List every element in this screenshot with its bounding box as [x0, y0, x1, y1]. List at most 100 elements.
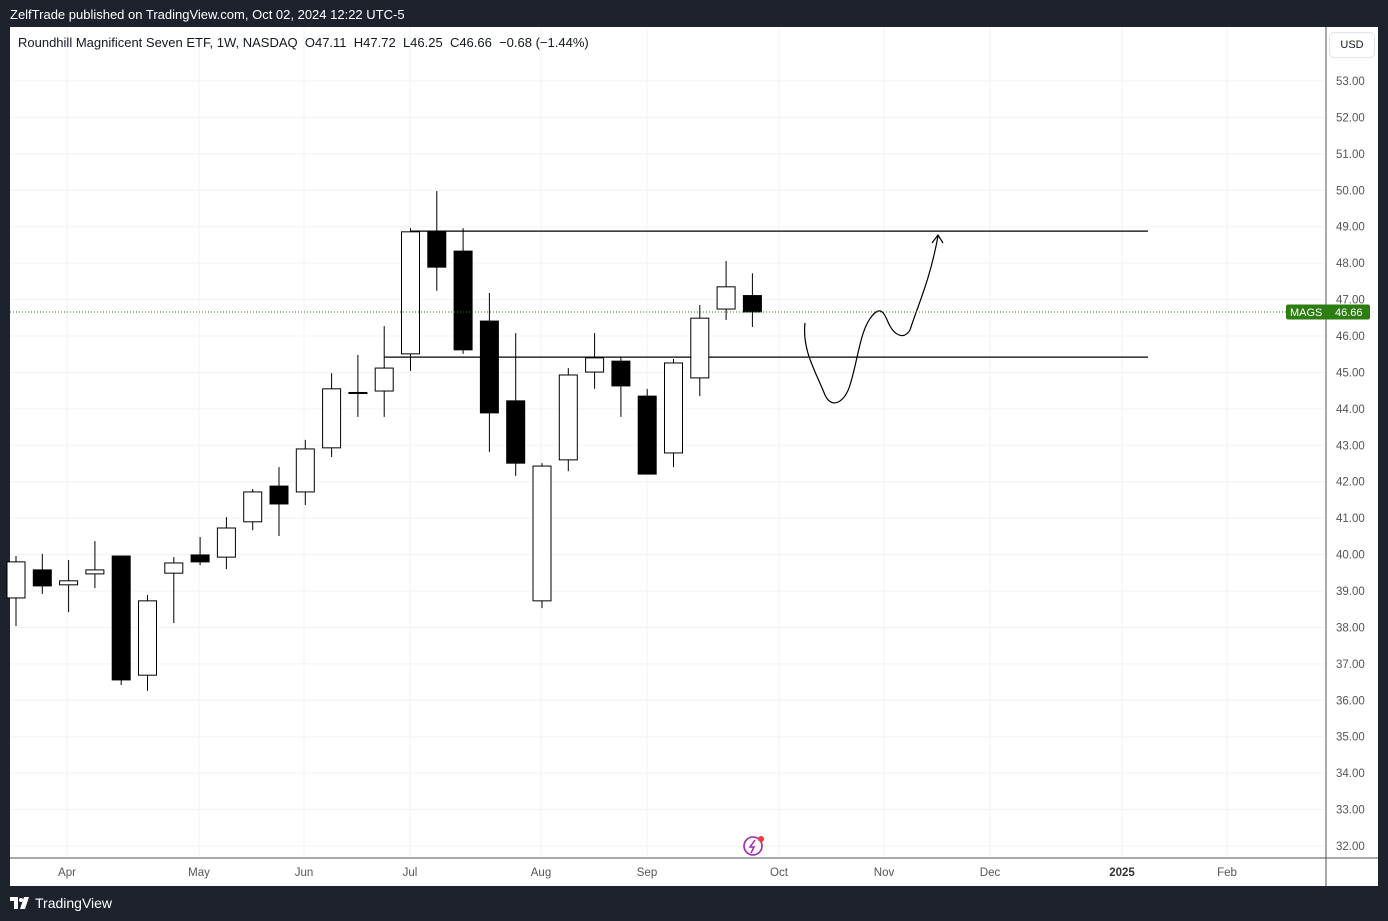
candle[interactable] [664, 358, 683, 468]
candle-body [611, 360, 631, 387]
candle[interactable] [585, 333, 605, 389]
tradingview-brand[interactable]: TradingView [10, 895, 112, 911]
projection-drawing[interactable] [803, 233, 944, 404]
candle[interactable] [243, 489, 263, 531]
candle[interactable] [742, 273, 762, 327]
lightning-icon[interactable] [743, 836, 764, 856]
time-tick-label: Jul [403, 867, 418, 879]
candle-body [269, 485, 289, 505]
time-tick-label: Dec [980, 867, 1001, 879]
price-tick-label: 36.00 [1336, 695, 1365, 707]
price-axis[interactable]: 53.00 52.00 51.00 50.00 49.00 48.00 47.00 46.00… [1336, 76, 1365, 853]
candle[interactable] [611, 357, 631, 417]
candle[interactable] [716, 260, 736, 320]
price-tick-label: 52.00 [1336, 112, 1365, 124]
candle-body [558, 374, 578, 461]
candle-body [111, 555, 131, 681]
price-tick-label: 48.00 [1336, 258, 1365, 270]
time-tick-label: Apr [58, 867, 76, 879]
time-axis[interactable]: Apr May Jun Jul Aug Sep Oct Nov Dec 2025 Feb [58, 867, 1237, 879]
candle-body [401, 231, 420, 355]
candle[interactable] [295, 439, 315, 506]
price-tick-label: 50.00 [1336, 185, 1365, 197]
candle[interactable] [6, 556, 26, 626]
candle[interactable] [190, 537, 210, 566]
published-caption: ZelfTrade published on TradingView.com, … [10, 7, 405, 22]
candle-body [348, 391, 368, 394]
price-tick-label: 53.00 [1336, 76, 1365, 88]
symbol-name: Roundhill Magnificent Seven ETF, 1W, NAS… [18, 35, 298, 50]
candle-body [322, 388, 342, 449]
candle[interactable] [138, 595, 157, 691]
candle[interactable] [322, 373, 342, 457]
price-tick-label: 40.00 [1336, 550, 1365, 562]
candle[interactable] [506, 333, 526, 476]
currency-button[interactable]: USD [1329, 32, 1375, 58]
time-tick-label: 2025 [1109, 867, 1135, 879]
time-tick-label: Sep [637, 867, 657, 879]
price-tick-label: 34.00 [1336, 768, 1365, 780]
candle-body [374, 367, 394, 392]
time-tick-label: Feb [1217, 867, 1237, 879]
candle[interactable] [216, 517, 236, 570]
candle-body [479, 320, 499, 414]
price-tick-label: 37.00 [1336, 659, 1365, 671]
candle[interactable] [558, 368, 578, 472]
candles [6, 191, 762, 691]
candle[interactable] [427, 191, 447, 291]
tradingview-logo-icon [10, 897, 29, 909]
candle-body [427, 230, 447, 268]
price-tag-symbol: MAGS [1290, 307, 1322, 319]
grid [10, 27, 1326, 858]
high-value: H47.72 [353, 35, 396, 50]
candle-body [664, 362, 683, 454]
candle[interactable] [85, 541, 105, 589]
time-tick-label: Nov [874, 867, 895, 879]
candle-body [716, 286, 736, 310]
candle-body [585, 357, 605, 373]
price-tag-value: 46.66 [1335, 307, 1363, 319]
candle[interactable] [374, 326, 394, 417]
candle-body [190, 554, 210, 563]
price-tick-label: 39.00 [1336, 586, 1365, 598]
candle[interactable] [690, 305, 710, 397]
price-tick-label: 43.00 [1336, 440, 1365, 452]
drawings [384, 230, 1148, 358]
time-tick-label: Aug [531, 867, 551, 879]
candle[interactable] [637, 388, 657, 475]
candle-body [32, 569, 52, 587]
price-tick-label: 49.00 [1336, 222, 1365, 234]
candle-body [243, 491, 263, 523]
price-tick-label: 51.00 [1336, 149, 1365, 161]
price-tick-label: 38.00 [1336, 622, 1365, 634]
candle-body [742, 295, 762, 313]
time-tick-label: May [188, 867, 210, 879]
candle-body [506, 400, 526, 464]
candle[interactable] [59, 560, 79, 613]
candle[interactable] [453, 228, 473, 354]
time-tick-label: Jun [295, 867, 314, 879]
candle-body [295, 448, 315, 493]
price-tick-label: 32.00 [1336, 841, 1365, 853]
brand-label: TradingView [35, 895, 113, 911]
price-tick-label: 33.00 [1336, 805, 1365, 817]
candle[interactable] [111, 555, 131, 686]
price-tick-label: 47.00 [1336, 295, 1365, 307]
price-tick-label: 45.00 [1336, 367, 1365, 379]
chart-panel[interactable] [10, 27, 1378, 886]
candle-body [453, 250, 473, 351]
candle[interactable] [269, 467, 289, 537]
candle-body [85, 569, 105, 575]
candle[interactable] [479, 293, 499, 452]
last-price-tag: MAGS 46.66 [1286, 304, 1370, 320]
candle[interactable] [348, 354, 368, 417]
candle-body [138, 600, 157, 676]
candle[interactable] [401, 228, 420, 371]
candle[interactable] [32, 553, 52, 594]
candle-body [6, 561, 26, 599]
time-tick-label: Oct [770, 867, 789, 879]
candle-body [216, 527, 236, 558]
candle[interactable] [532, 463, 552, 609]
candle[interactable] [164, 557, 184, 624]
